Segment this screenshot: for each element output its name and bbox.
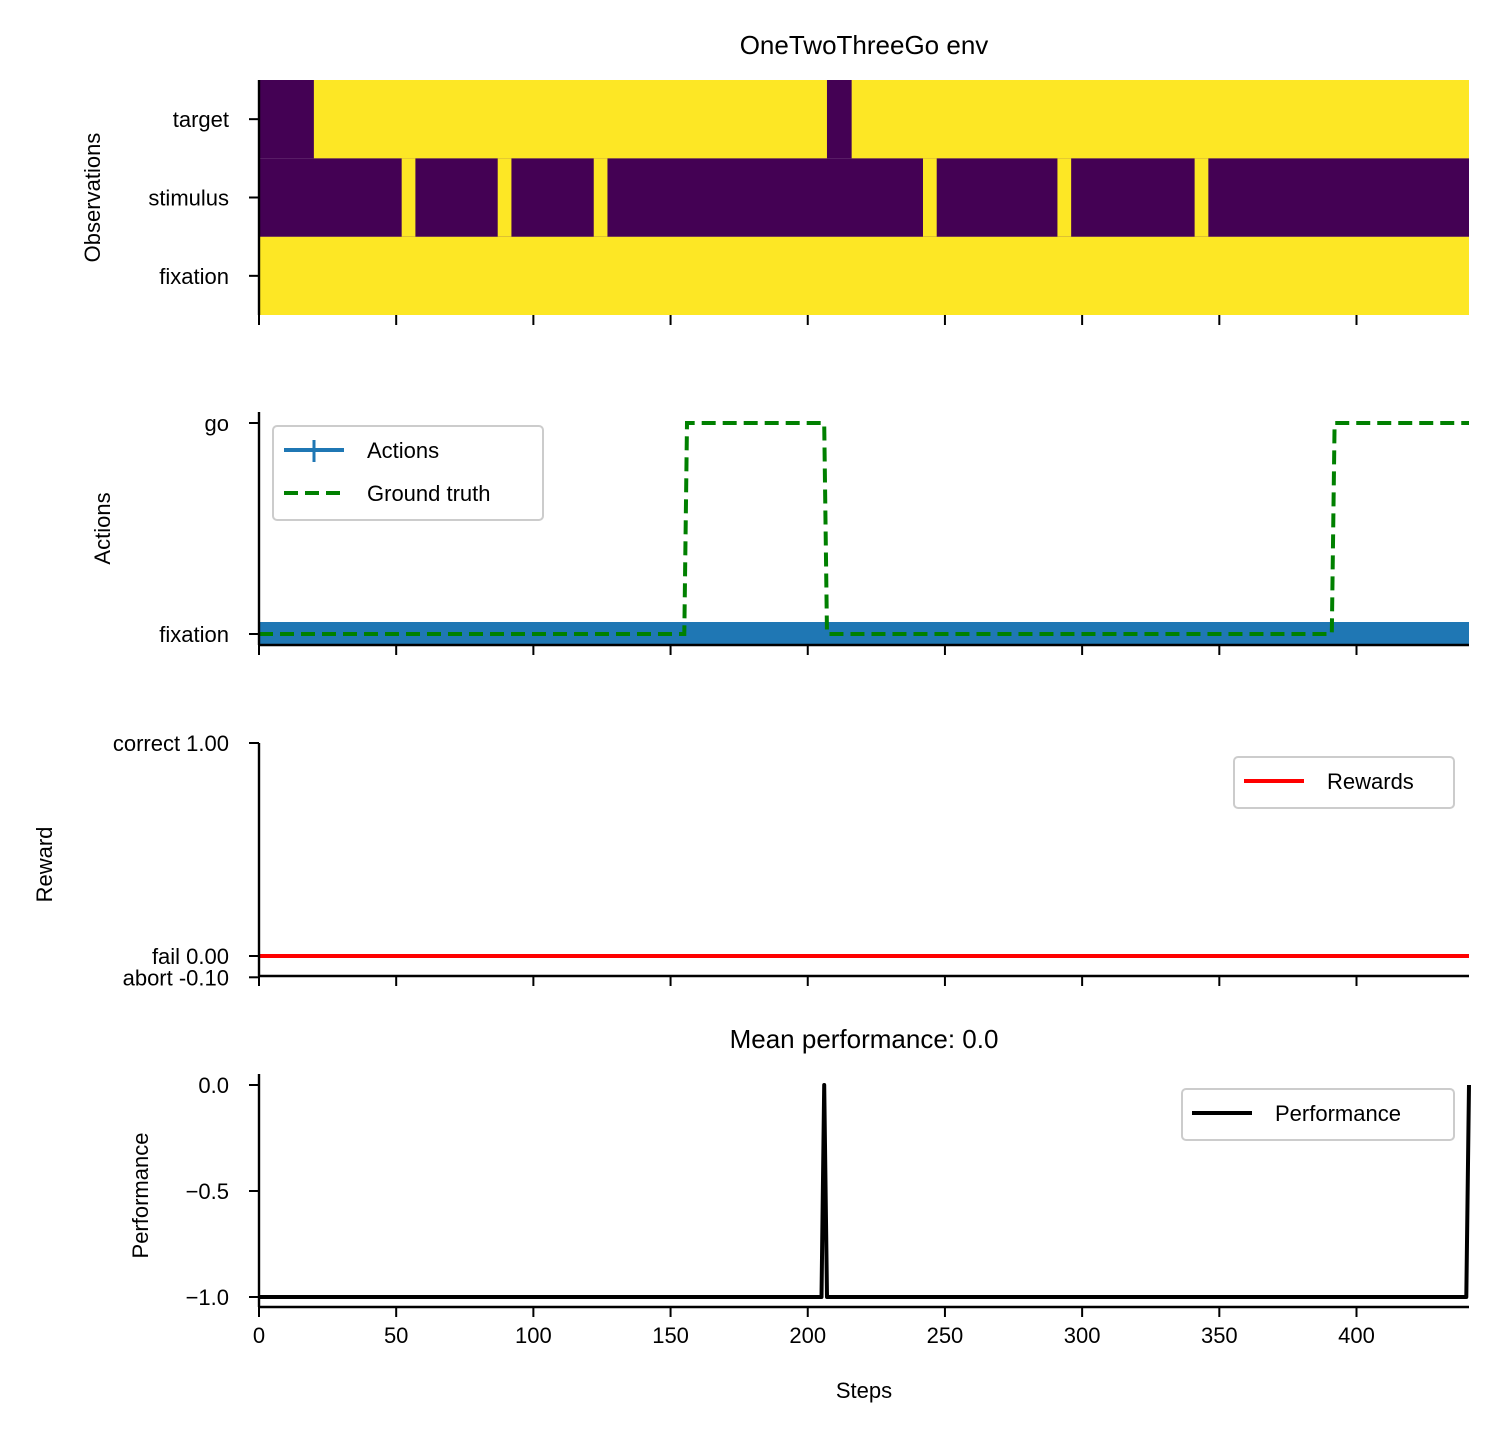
- x-tick-label: 100: [515, 1323, 552, 1348]
- x-tick-label: 300: [1064, 1323, 1101, 1348]
- y-axis-label: Actions: [90, 492, 115, 564]
- y-tick-label: fail 0.00: [152, 944, 229, 969]
- x-axis-label: Steps: [836, 1378, 892, 1403]
- performance-panel: −1.0 −0.5 0.0 0 50 100 150 200 250 300 350 400 Mean …: [128, 1024, 1471, 1403]
- legend-frame: [1181, 1088, 1455, 1141]
- y-tick-label: −1.0: [186, 1285, 229, 1310]
- x-tick-label: 200: [789, 1323, 826, 1348]
- y-tick-label: go: [205, 411, 229, 436]
- heatmap-cell: [922, 158, 937, 237]
- observations-panel: fixation stimulus target OneTwoThreeGo env O…: [80, 30, 1469, 325]
- legend-ground-truth-label: Ground truth: [367, 481, 491, 506]
- heatmap-cell: [1057, 158, 1072, 237]
- x-tick-label: 350: [1201, 1323, 1238, 1348]
- y-tick-label: correct 1.00: [113, 731, 229, 756]
- heatmap-cell: [497, 158, 512, 237]
- heatmap-cell: [313, 80, 827, 159]
- ground-truth-series-line: [259, 421, 1469, 636]
- legend-actions-label: Actions: [367, 438, 439, 463]
- actions-panel: fixation go Actions Actions Ground truth: [90, 411, 1469, 655]
- heatmap-cell: [593, 158, 608, 237]
- heatmap-cell: [1194, 158, 1209, 237]
- x-tick-label: 150: [652, 1323, 689, 1348]
- y-axis-label: Reward: [32, 827, 57, 903]
- x-tick-label: 250: [927, 1323, 964, 1348]
- heatmap-row-stimulus: [259, 158, 1469, 237]
- x-tick-label: 50: [384, 1323, 408, 1348]
- heatmap-cell: [851, 80, 1469, 159]
- y-axis-label: Performance: [128, 1133, 153, 1259]
- y-tick-label: abort -0.10: [123, 965, 229, 990]
- legend-rewards-label: Rewards: [1327, 769, 1414, 794]
- heatmap-cell: [259, 236, 1469, 315]
- y-tick-label: 0.0: [198, 1073, 229, 1098]
- x-tick-label: 400: [1338, 1323, 1375, 1348]
- y-tick-label: stimulus: [148, 186, 229, 211]
- y-tick-label: fixation: [159, 622, 229, 647]
- y-tick-label: −0.5: [186, 1179, 229, 1204]
- performance-series-line: [259, 1083, 1471, 1299]
- chart-title: OneTwoThreeGo env: [740, 30, 989, 60]
- chart-title: Mean performance: 0.0: [730, 1024, 999, 1054]
- legend-frame: [1233, 756, 1455, 809]
- x-tick-label: 0: [253, 1323, 265, 1348]
- y-tick-label: target: [173, 107, 229, 132]
- legend-performance-label: Performance: [1275, 1101, 1401, 1126]
- y-tick-label: fixation: [159, 264, 229, 289]
- heatmap-cell: [401, 158, 416, 237]
- y-axis-label: Observations: [80, 133, 105, 263]
